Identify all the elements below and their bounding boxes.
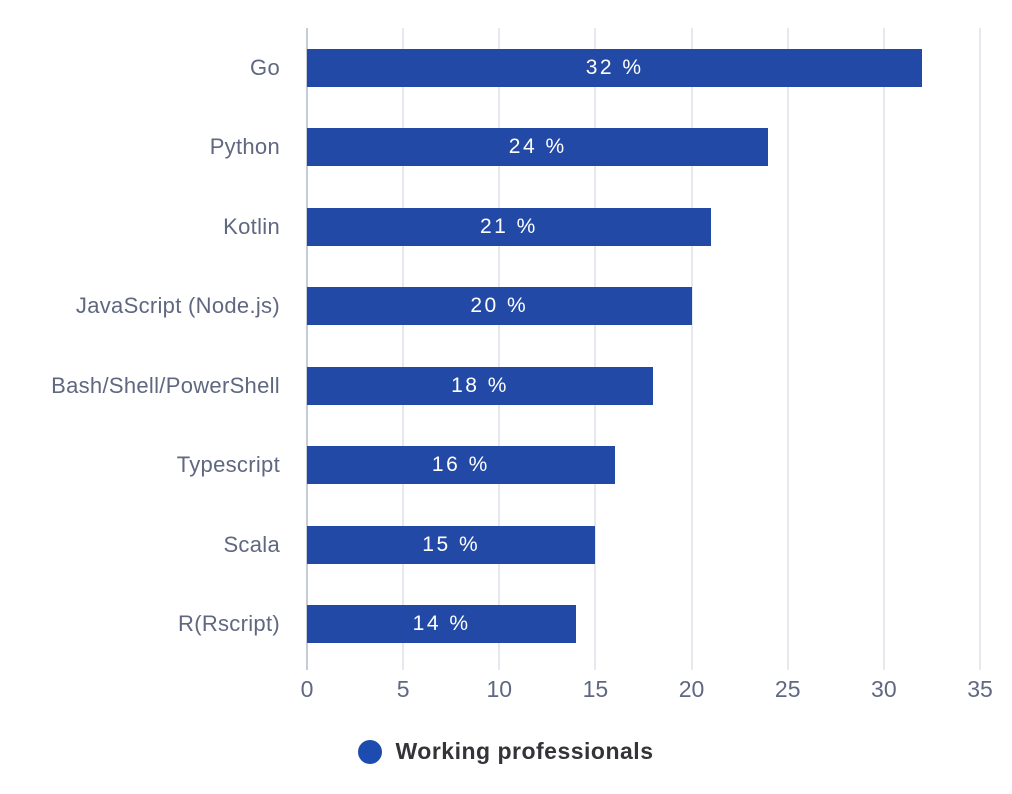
bar: 20 % — [307, 287, 692, 326]
x-axis: 0 5 10 15 20 25 30 35 — [301, 672, 993, 712]
bar-value-label: 16 % — [431, 453, 490, 477]
x-tick-label: 15 — [582, 676, 609, 702]
bars-layer: 32 % 24 % 21 % 20 % 18 % 16 % 15 % 14 % — [307, 28, 983, 664]
gridline — [979, 28, 981, 670]
gridline — [882, 28, 885, 670]
gridline — [498, 28, 501, 670]
chart-body: Go Python Kotlin JavaScript (Node.js) Bash/S… — [0, 28, 983, 670]
plot-area: 32 % 24 % 21 % 20 % 18 % 16 % 15 % 14 % — [306, 28, 983, 670]
x-tick-label: 35 — [967, 676, 993, 702]
bar: 18 % — [307, 366, 654, 405]
gridline — [402, 28, 405, 670]
bar-row: 20 % — [307, 267, 983, 347]
bar-row: 15 % — [307, 505, 983, 585]
bar-row: 21 % — [307, 187, 983, 267]
x-tick-label: 5 — [396, 676, 410, 702]
x-tick-label: 0 — [300, 676, 314, 702]
zero-axis-line — [306, 28, 308, 670]
bar: 14 % — [307, 605, 577, 644]
legend-dot-icon — [358, 739, 383, 764]
bar-row: 18 % — [307, 346, 983, 426]
x-tick-label: 10 — [486, 676, 513, 702]
bar: 24 % — [307, 128, 769, 167]
category-label: R(Rscript) — [178, 611, 280, 637]
bar-row: 24 % — [307, 108, 983, 188]
bar-value-label: 18 % — [451, 373, 509, 397]
gridline — [786, 28, 789, 670]
bar-row: 14 % — [307, 585, 983, 665]
bar-value-label: 15 % — [422, 532, 481, 556]
gridline — [594, 28, 597, 670]
bar-value-label: 32 % — [585, 55, 644, 79]
bar: 16 % — [307, 446, 615, 485]
gridline — [690, 28, 693, 670]
bar-row: 32 % — [307, 28, 983, 108]
category-label: Kotlin — [223, 213, 280, 239]
bar-value-label: 24 % — [508, 135, 567, 159]
category-label: Go — [250, 54, 280, 80]
bar-value-label: 21 % — [479, 214, 538, 238]
category-label: Typescript — [176, 452, 280, 478]
bar-value-label: 14 % — [412, 612, 471, 636]
bar-value-label: 20 % — [470, 294, 529, 318]
x-tick-label: 25 — [774, 676, 801, 702]
category-label: Bash/Shell/PowerShell — [51, 372, 280, 398]
x-tick-label: 30 — [871, 676, 897, 702]
bar: 15 % — [307, 525, 596, 564]
legend[interactable]: Working professionals — [0, 738, 1012, 765]
bar: 21 % — [307, 207, 711, 246]
x-tick-label: 20 — [678, 676, 705, 702]
y-axis-category-labels: Go Python Kotlin JavaScript (Node.js) Bash/S… — [0, 28, 307, 664]
bar: 32 % — [307, 48, 923, 87]
category-label: Python — [209, 134, 280, 160]
category-label: Scala — [223, 531, 280, 557]
legend-label: Working professionals — [395, 738, 654, 764]
bar-row: 16 % — [307, 426, 983, 506]
category-label: JavaScript (Node.js) — [75, 293, 280, 319]
